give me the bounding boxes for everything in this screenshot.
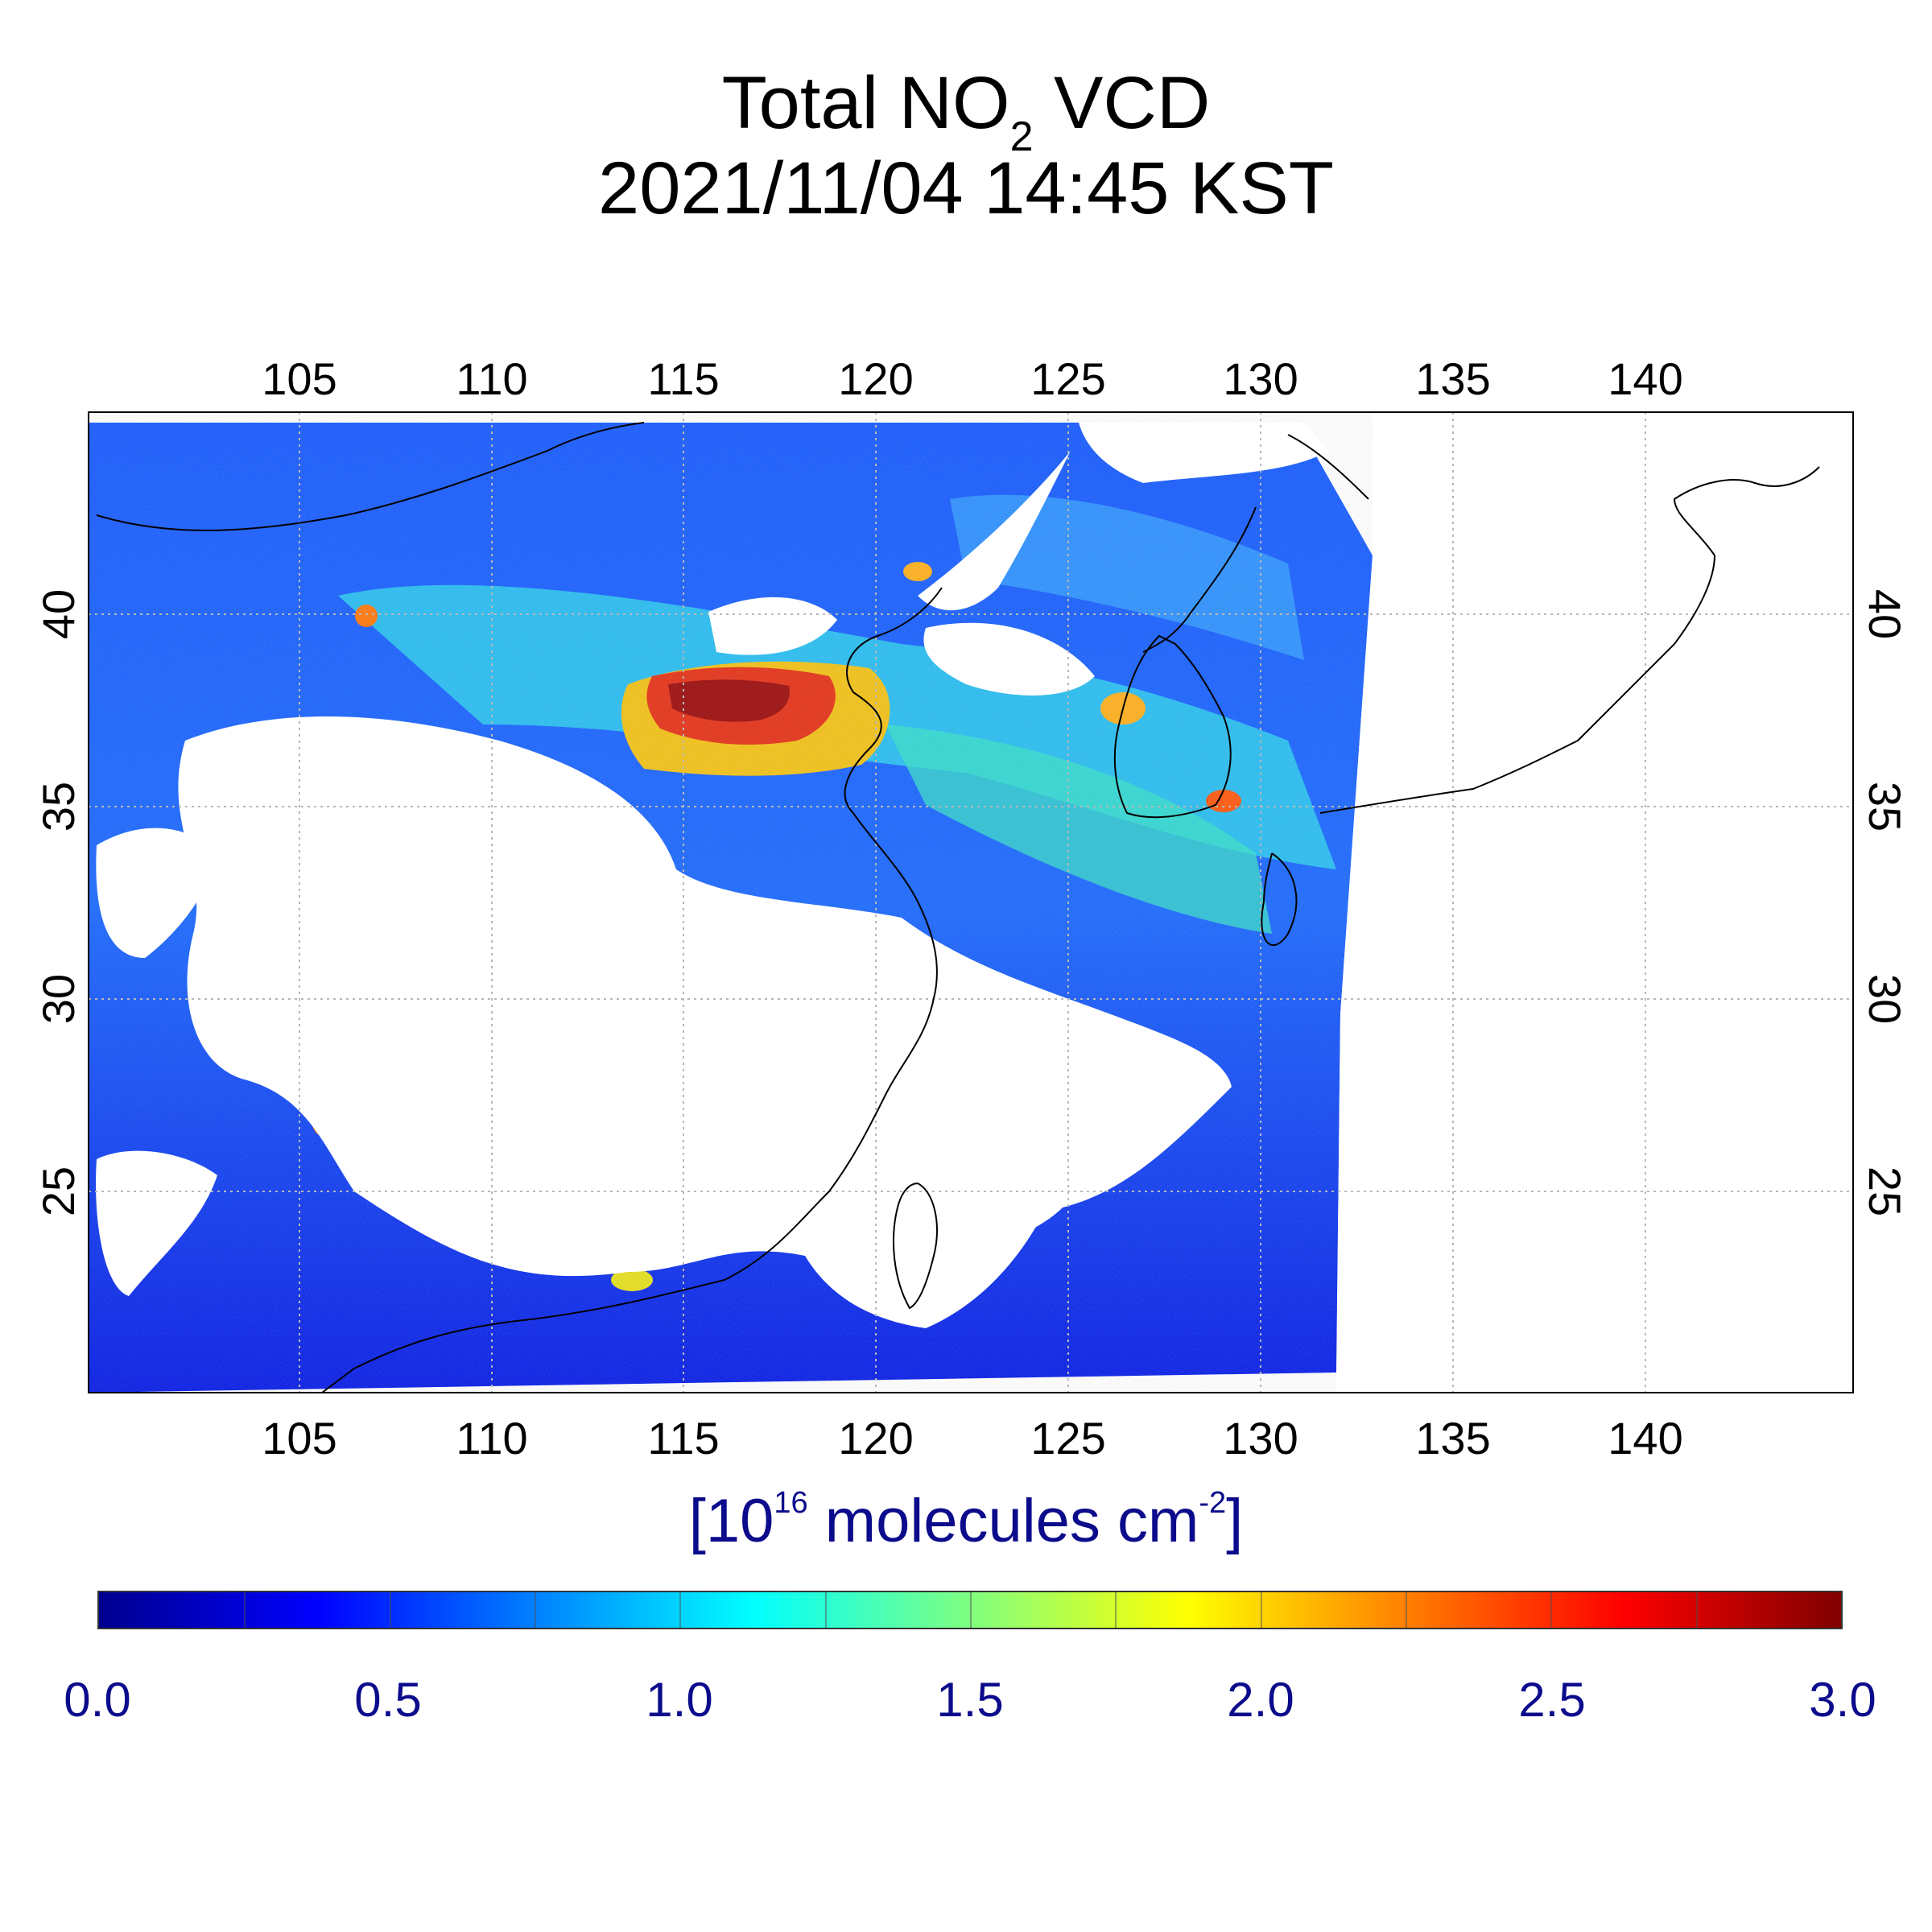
lon-tick-bottom: 105	[262, 1413, 336, 1463]
lat-labels-right: 40 35 30 25	[1860, 589, 1910, 1216]
colorbar-tick-label: 0.0	[64, 1673, 131, 1727]
lon-tick-bottom: 140	[1608, 1413, 1682, 1463]
cloud-mask-south	[96, 1150, 218, 1296]
coastline-taiwan	[893, 1182, 938, 1310]
lat-tick-left: 30	[33, 974, 84, 1024]
cloud-mask-yellow-sea	[923, 622, 1095, 696]
unit-open: [10	[688, 1487, 774, 1555]
colorbar-tick	[389, 1592, 391, 1628]
cloud-mask-china	[178, 716, 1232, 1277]
lat-tick-left: 35	[33, 782, 84, 832]
colorbar	[97, 1591, 1843, 1629]
colorbar-tick	[970, 1592, 972, 1628]
colorbar-tick	[1260, 1592, 1262, 1628]
colorbar-tick	[824, 1592, 827, 1628]
lat-tick-right: 40	[1860, 589, 1910, 639]
lon-tick-bottom: 135	[1415, 1413, 1490, 1463]
colorbar-tick-label: 2.0	[1227, 1673, 1294, 1727]
unit-middle: molecules cm	[807, 1487, 1199, 1555]
lon-tick-top: 130	[1223, 353, 1298, 404]
lon-tick-top: 120	[838, 353, 913, 404]
colorbar-tick-label: 0.5	[354, 1673, 422, 1727]
cloud-mask-ocean	[805, 1201, 1046, 1328]
lon-tick-bottom: 115	[647, 1413, 719, 1463]
colorbar-tick	[1406, 1592, 1407, 1628]
cloud-mask-east-sea	[1079, 423, 1328, 483]
lon-tick-top: 115	[647, 353, 719, 404]
title-main: Total NO	[721, 62, 1010, 144]
lat-tick-left: 25	[33, 1166, 84, 1216]
no-data-east	[1336, 412, 1853, 1393]
coastline-china	[321, 587, 943, 1393]
colorbar-tick	[1550, 1592, 1553, 1628]
graticule	[89, 412, 1853, 1393]
colorbar-tick-label: 1.5	[936, 1673, 1004, 1727]
title-rest: VCD	[1033, 62, 1211, 144]
map-datetime: 2021/11/04 14:45 KST	[598, 147, 1334, 229]
unit-close: ]	[1226, 1487, 1244, 1555]
colorbar-tick	[1115, 1592, 1117, 1628]
lat-labels-left: 40 35 30 25	[33, 589, 84, 1216]
cloud-mask-bohai	[708, 597, 837, 655]
colorbar-tick	[244, 1592, 246, 1628]
colorbar-tick-label: 2.5	[1518, 1673, 1586, 1727]
title-subscript: 2	[1009, 114, 1034, 160]
plot-frame	[88, 411, 1854, 1393]
unit-exponent-1: 16	[774, 1486, 808, 1520]
lon-tick-top: 135	[1415, 353, 1490, 404]
lon-tick-top: 125	[1030, 353, 1105, 404]
lon-tick-bottom: 120	[838, 1413, 913, 1463]
colorbar-tick	[1695, 1592, 1698, 1628]
data-swath	[89, 412, 1853, 1393]
coastline-korea	[1113, 634, 1232, 819]
colorbar-tick	[535, 1592, 536, 1628]
colorbar-tick	[679, 1592, 682, 1628]
lon-labels-bottom: 105 110 115 120 125 130 135 140	[262, 1413, 1682, 1463]
lon-labels-top: 105 110 115 120 125 130 135 140	[262, 353, 1682, 404]
colorbar-tick-label: 1.0	[646, 1673, 713, 1727]
lon-tick-bottom: 110	[456, 1413, 527, 1463]
colorbar-tick-label: 3.0	[1809, 1673, 1876, 1727]
unit-exponent-2: -2	[1199, 1486, 1227, 1520]
coastlines	[96, 422, 1820, 1393]
lat-tick-right: 25	[1860, 1166, 1910, 1216]
lon-tick-top: 140	[1608, 353, 1682, 404]
colorbar-unit-label: [1016 molecules cm-2]	[0, 1488, 1932, 1552]
map-title: Total NO2 VCD	[0, 66, 1932, 158]
lon-tick-top: 105	[262, 353, 336, 404]
lon-tick-bottom: 130	[1223, 1413, 1298, 1463]
lat-tick-right: 35	[1860, 782, 1910, 832]
coastline-northeast	[1142, 434, 1369, 653]
cloud-mask-west	[96, 828, 217, 958]
lat-tick-right: 30	[1860, 974, 1910, 1024]
coastline-japan	[1261, 466, 1820, 946]
cloud-mask-northeast	[918, 451, 1071, 611]
lon-tick-top: 110	[456, 353, 527, 404]
lat-tick-left: 40	[33, 589, 84, 639]
border-north	[96, 422, 645, 531]
lon-tick-bottom: 125	[1030, 1413, 1105, 1463]
